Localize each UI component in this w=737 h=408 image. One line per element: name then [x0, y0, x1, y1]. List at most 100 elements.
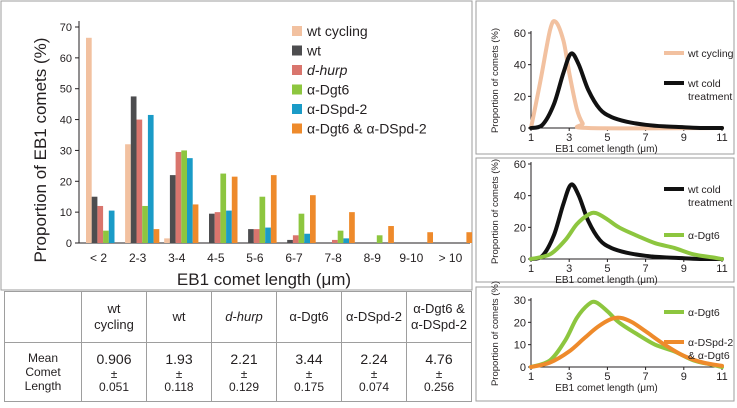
mini-x-tick-label: 11: [716, 263, 727, 275]
main-x-tick-label: 6-7: [285, 251, 303, 265]
bar: [270, 175, 277, 243]
bar: [97, 205, 104, 243]
mean-value: 0.906: [96, 350, 132, 367]
bar: [343, 238, 350, 243]
main-x-tick-label: < 2: [90, 251, 107, 265]
mini-y-tick-label: 20: [514, 222, 526, 234]
mini-x-tick-label: 5: [604, 263, 610, 275]
bar: [310, 195, 316, 243]
mini-x-tick-label: 7: [643, 132, 649, 144]
main-y-tick-label: 60: [60, 53, 72, 65]
bar: [265, 227, 271, 243]
bar: [259, 196, 266, 243]
table-column-header: α-DSpd-2: [341, 291, 407, 343]
plus-minus-sign: ±: [175, 366, 183, 381]
legend-swatch: [292, 123, 302, 134]
main-y-tick-label: 10: [60, 207, 72, 219]
bar: [220, 173, 227, 243]
row-label-line: Mean: [27, 351, 59, 365]
table-header-row: wt cycling wt d-hurp α-Dgt6 α-DSpd-2 α-Dgt6 & α…: [4, 291, 472, 343]
sem-value: 0.074: [358, 379, 390, 394]
mini-x-tick-label: 11: [716, 371, 727, 383]
main-y-tick-label: 40: [60, 115, 72, 127]
mini-x-tick-label: 3: [566, 371, 572, 383]
mini-chart-cold-vs-cycling: 0 20 40 60 1 3 5 7 9 11 Proportion of comets (%) EB…: [490, 19, 734, 155]
mean-value: 2.21: [230, 350, 258, 367]
bar: [388, 226, 394, 243]
legend-label: α-Dgt6: [688, 307, 720, 319]
main-x-tick-label: 4-5: [207, 251, 225, 265]
mean-length-table: wt cycling wt d-hurp α-Dgt6 α-DSpd-2 α-Dgt6 & α…: [4, 291, 472, 402]
mini-x-axis-label: EB1 comet length (μm): [555, 275, 657, 286]
legend-label: wt cold: [687, 78, 721, 90]
bar: [175, 151, 182, 243]
bar: [108, 210, 115, 243]
column-header-line: α-Dgt6 &: [413, 301, 465, 316]
bar: [86, 37, 92, 243]
plus-minus-sign: ±: [370, 366, 378, 381]
table-value-row: Mean Comet Length 0.906 ±0.051 1.93 ±0.118 2…: [4, 342, 472, 402]
mini-x-tick-label: 11: [716, 132, 727, 144]
column-header-line: d-hurp: [225, 309, 263, 324]
legend-swatch: [292, 84, 302, 95]
mini-y-axis-label: Proportion of comets (%): [490, 28, 501, 133]
sem-value: 0.129: [228, 379, 260, 394]
bar: [337, 230, 344, 243]
legend-label: & α-Dgt6: [688, 350, 730, 362]
plus-minus-sign: ±: [110, 366, 118, 381]
bar: [169, 175, 176, 243]
plus-minus-sign: ±: [305, 366, 313, 381]
table-value-cell: 4.76 ±0.256: [406, 342, 472, 402]
bar: [91, 196, 98, 243]
mini-x-tick-label: 7: [643, 263, 649, 275]
sem-value: 0.256: [423, 379, 455, 394]
table-column-header: α-Dgt6 & α-DSpd-2: [406, 291, 472, 343]
main-x-tick-label: 7-8: [324, 251, 342, 265]
mini-x-tick-label: 9: [681, 371, 687, 383]
sem-value: 0.118: [164, 379, 194, 394]
table-column-header: α-Dgt6: [276, 291, 342, 343]
bar: [103, 230, 109, 243]
mini-y-tick-label: 20: [514, 317, 526, 329]
main-x-tick-label: 9-10: [399, 251, 423, 265]
table-value-cell: 0.906 ±0.051: [81, 342, 147, 402]
row-label-line: Length: [24, 379, 62, 393]
legend-label: d-hurp: [307, 62, 348, 78]
mini-x-axis-label: EB1 comet length (μm): [555, 144, 657, 155]
mini-x-tick-label: 9: [681, 132, 687, 144]
legend-label: α-DSpd-2: [307, 101, 367, 117]
series-line: [529, 182, 724, 262]
bar: [304, 233, 310, 243]
bar: [192, 204, 199, 243]
mini-y-tick-label: 60: [514, 159, 526, 171]
main-x-tick-label: 3-4: [168, 251, 186, 265]
main-bar-chart: 0 10 20 30 40 50 60 70 < 2 2-3 3-4 4-5 5-6 6-7 7-8 8-9 9…: [60, 21, 473, 265]
legend-label: α-Dgt6 & α-DSpd-2: [307, 121, 427, 137]
mini-y-tick-label: 30: [514, 295, 526, 307]
column-header-line: α-DSpd-2: [411, 317, 467, 332]
mini-y-tick-label: 0: [520, 254, 526, 266]
main-y-tick-label: 70: [60, 22, 72, 34]
mini-x-tick-label: 1: [528, 263, 534, 275]
mean-value: 4.76: [425, 350, 453, 367]
main-x-axis-label: EB1 comet length (μm): [177, 270, 351, 289]
mini-y-tick-label: 20: [514, 91, 526, 103]
plus-minus-sign: ±: [435, 366, 443, 381]
mini-x-axis-label: EB1 comet length (μm): [555, 383, 657, 394]
main-y-tick-label: 50: [60, 84, 72, 96]
table-column-header: wt: [146, 291, 212, 343]
mini-x-tick-label: 1: [528, 371, 534, 383]
series-line: [529, 315, 724, 369]
legend-label: wt cycling: [306, 23, 368, 39]
mini-y-tick-label: 0: [520, 362, 526, 374]
legend-label: treatment: [688, 197, 732, 209]
mini-y-axis-label: Proportion of comets (%): [490, 281, 501, 386]
main-chart-frame: [0, 0, 473, 291]
mean-value: 1.93: [165, 350, 193, 367]
bar: [248, 229, 254, 243]
bar: [253, 229, 260, 243]
mini-x-tick-label: 1: [528, 132, 534, 144]
plus-minus-sign: ±: [240, 366, 248, 381]
bar: [349, 212, 355, 243]
